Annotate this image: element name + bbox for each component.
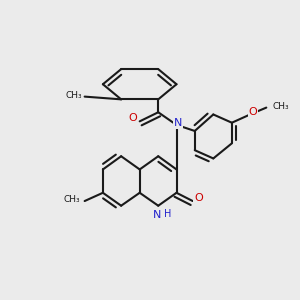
Text: N: N bbox=[153, 209, 161, 220]
Text: CH₃: CH₃ bbox=[65, 91, 82, 100]
Text: O: O bbox=[128, 113, 137, 123]
Text: N: N bbox=[174, 118, 182, 128]
Text: CH₃: CH₃ bbox=[272, 102, 289, 111]
Text: CH₃: CH₃ bbox=[64, 195, 80, 204]
Text: O: O bbox=[249, 106, 257, 116]
Text: H: H bbox=[164, 209, 171, 219]
Text: O: O bbox=[194, 193, 203, 203]
